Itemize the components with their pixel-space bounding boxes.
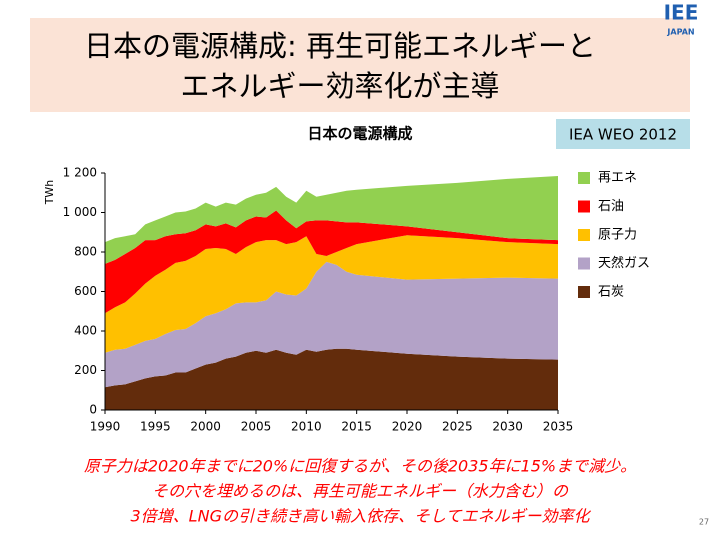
area bbox=[105, 235, 558, 353]
y-axis-label: TWh bbox=[43, 180, 56, 206]
x-tick-label: 2005 bbox=[241, 420, 272, 434]
legend-label: 石油 bbox=[598, 199, 624, 214]
legend-swatch bbox=[578, 286, 590, 298]
source: IEA WEO 2012 bbox=[569, 126, 677, 144]
y-tick-label: 600 bbox=[74, 284, 97, 298]
legend-label: 原子力 bbox=[598, 228, 637, 243]
caption: 3倍増、LNGの引き続き高い輸入依存、そしてエネルギー効率化 bbox=[131, 507, 592, 526]
source-box bbox=[556, 119, 690, 149]
x-tick-label: 2000 bbox=[190, 420, 221, 434]
legend-swatch bbox=[578, 200, 590, 213]
area bbox=[105, 348, 558, 410]
x-tick-label: 2035 bbox=[543, 420, 574, 434]
x-tick-label: 2015 bbox=[341, 420, 372, 434]
x-tick-label: 2010 bbox=[291, 420, 322, 434]
legend-label: 石炭 bbox=[598, 285, 624, 300]
area bbox=[105, 261, 558, 388]
chart-title: 日本の電源構成 bbox=[307, 125, 412, 143]
title-line: 日本の電源構成: 再生可能エネルギーと bbox=[84, 29, 596, 63]
area bbox=[105, 210, 558, 314]
y-tick-label: 1 000 bbox=[63, 205, 97, 219]
title-box bbox=[30, 18, 690, 112]
y-tick-label: 0 bbox=[89, 403, 97, 417]
legend-swatch bbox=[578, 172, 590, 184]
y-tick-label: 200 bbox=[74, 363, 97, 377]
x-tick-label: 1995 bbox=[140, 420, 171, 434]
legend-label: 天然ガス bbox=[598, 255, 650, 271]
x-tick-label: 2030 bbox=[492, 420, 523, 434]
area bbox=[105, 175, 558, 264]
title-line: エネルギー効率化が主導 bbox=[180, 69, 499, 103]
y-tick-label: 1 200 bbox=[63, 166, 97, 180]
caption: その穴を埋めるのは、再生可能エネルギー（水力含む）の bbox=[152, 482, 569, 501]
x-tick-label: 2025 bbox=[442, 420, 473, 434]
legend-swatch bbox=[578, 257, 590, 270]
logo-sub: JAPAN bbox=[666, 28, 694, 37]
legend-swatch bbox=[578, 229, 590, 241]
y-tick-label: 400 bbox=[74, 324, 97, 338]
logo: IEE bbox=[664, 1, 699, 25]
caption: 原子力は2020年までに20%に回復するが、その後2035年に15%まで減少。 bbox=[84, 457, 636, 476]
legend-label: 再エネ bbox=[598, 171, 637, 186]
x-tick-label: 2020 bbox=[392, 420, 423, 434]
x-tick-label: 1990 bbox=[90, 420, 121, 434]
page-number: 27 bbox=[699, 518, 709, 527]
y-tick-label: 800 bbox=[74, 245, 97, 259]
